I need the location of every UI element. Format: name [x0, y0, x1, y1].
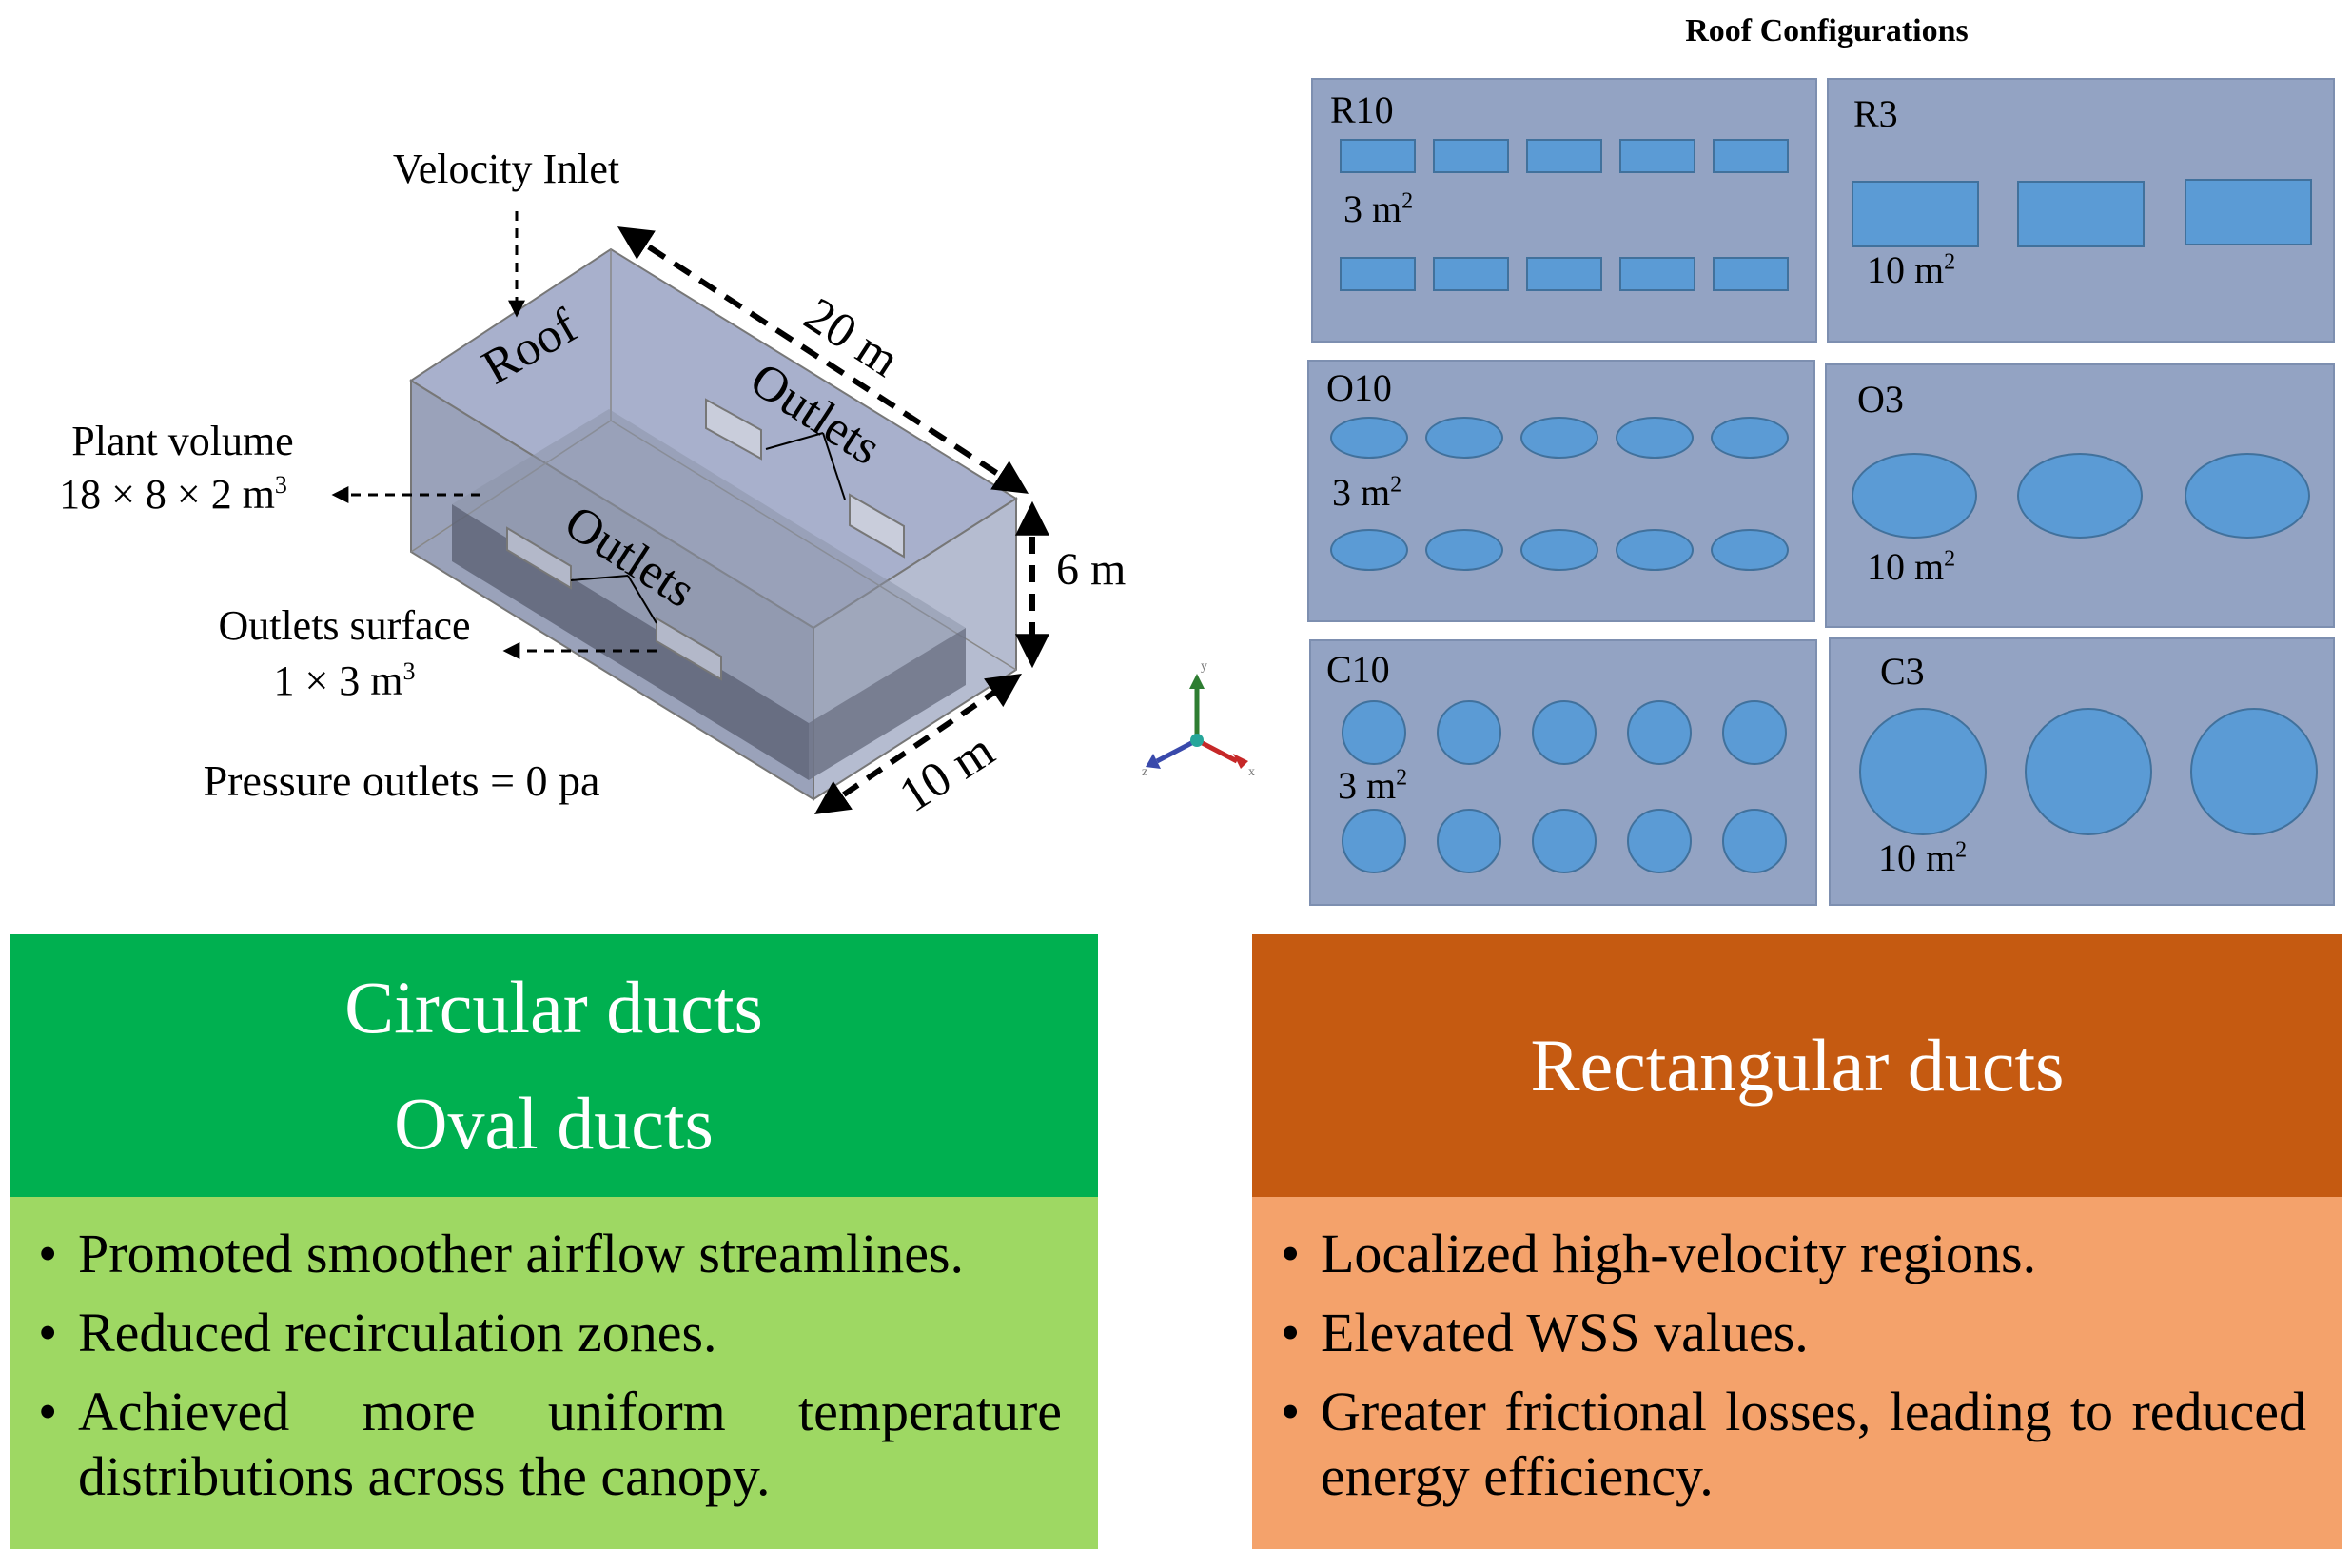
height-label: 6 m: [1056, 544, 1126, 595]
finding-item: • Localized high-velocity regions.: [1281, 1223, 2037, 1284]
roof-configurations-title: Roof Configurations: [1685, 13, 1969, 49]
panel-label: C3: [1880, 650, 1925, 693]
panel-c3: C3 10 m2: [1829, 637, 2335, 906]
panel-label: R10: [1330, 88, 1394, 131]
panel-c10: C10 3 m2: [1309, 639, 1817, 906]
panel-label: O3: [1857, 378, 1904, 421]
outlet-3: [506, 526, 572, 590]
panel-label: R3: [1853, 92, 1898, 135]
panel-o3: O3 10 m2: [1825, 363, 2335, 628]
panel-r3: R3 10 m2: [1827, 78, 2335, 343]
rectangular-header: Rectangular ducts: [1252, 934, 2342, 1197]
plant-volume-block: [452, 504, 809, 780]
axis-x-label: x: [1248, 765, 1255, 779]
circular-oval-header: Circular ducts Oval ducts: [10, 934, 1098, 1197]
plant-volume-dims: 18 × 8 × 2 m3: [59, 471, 287, 518]
area-label: 3 m2: [1343, 187, 1414, 230]
panel-o10: O10 3 m2: [1307, 360, 1815, 622]
outlets-surface-title: Outlets surface: [218, 602, 470, 649]
area-label: 3 m2: [1332, 471, 1402, 514]
width-dimension-arrow: [814, 673, 1022, 815]
panel-r10: R10 3 m2: [1311, 78, 1817, 343]
header-line-oval: Oval ducts: [394, 1082, 714, 1165]
finding-item: • Elevated WSS values.: [1281, 1302, 1809, 1363]
finding-item: • Greater frictional losses, leading to r…: [1281, 1381, 2306, 1507]
pressure-outlets-label: Pressure outlets = 0 pa: [204, 756, 600, 805]
plant-volume-title: Plant volume: [71, 418, 293, 464]
axis-y-label: y: [1201, 659, 1207, 674]
velocity-inlet-label: Velocity Inlet: [393, 146, 619, 192]
finding-item: • Achieved more uniform temperature distr…: [38, 1381, 1062, 1507]
area-label: 10 m2: [1867, 248, 1956, 291]
finding-item: • Promoted smoother airflow streamlines.: [38, 1223, 965, 1284]
circular-oval-findings: • Promoted smoother airflow streamlines. …: [10, 1197, 1098, 1549]
length-dimension-arrow: [617, 226, 1029, 494]
header-line-circular: Circular ducts: [344, 966, 763, 1049]
area-label: 3 m2: [1338, 764, 1408, 807]
outlet-4: [656, 617, 722, 681]
outlets-surface-dims: 1 × 3 m3: [273, 657, 415, 704]
header-line-rectangular: Rectangular ducts: [1530, 1024, 2065, 1107]
finding-item: • Reduced recirculation zones.: [38, 1302, 717, 1363]
rectangular-findings: • Localized high-velocity regions. • Eleva…: [1252, 1197, 2342, 1549]
domain-figure: Velocity Inlet Roof 20 m 6 m 10 m Outlet…: [59, 146, 1255, 823]
axis-z-label: z: [1142, 765, 1147, 779]
axis-triad-icon: y z x: [1142, 659, 1255, 779]
area-label: 10 m2: [1867, 545, 1956, 588]
panel-label: O10: [1326, 366, 1392, 409]
panel-label: C10: [1326, 648, 1390, 691]
area-label: 10 m2: [1878, 836, 1968, 879]
outlet-2: [849, 493, 905, 559]
